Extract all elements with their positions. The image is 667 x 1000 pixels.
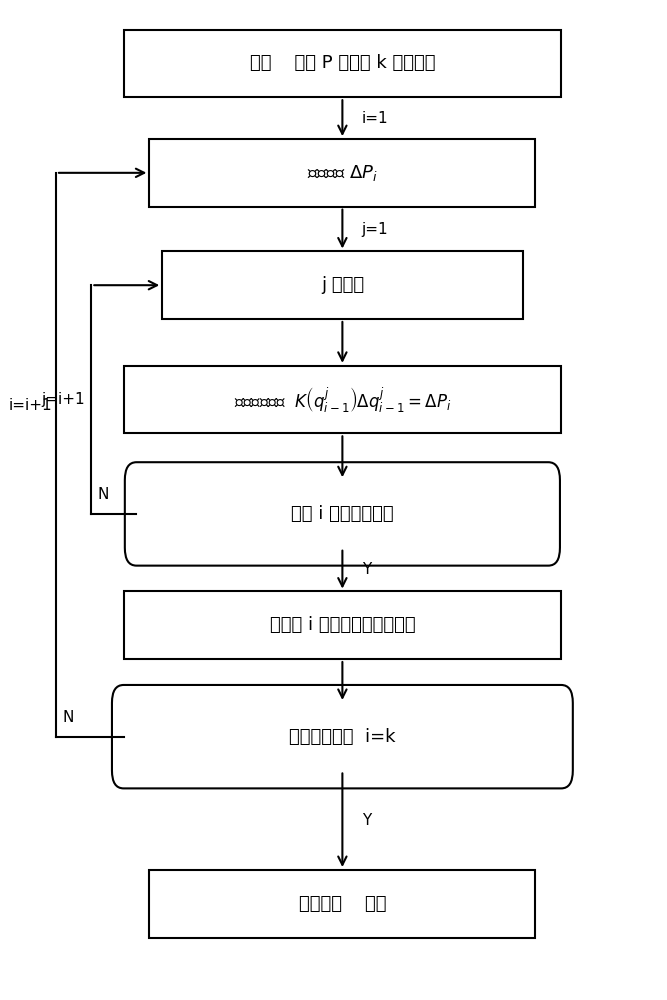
Text: i=i+1: i=i+1	[9, 398, 53, 413]
FancyBboxPatch shape	[125, 462, 560, 566]
Text: 开始    载荷 P 离散为 k 个增量步: 开始 载荷 P 离散为 k 个增量步	[249, 54, 435, 72]
Text: Y: Y	[362, 562, 371, 577]
Text: 得到第 i 步内增量解并作累加: 得到第 i 步内增量解并作累加	[269, 616, 415, 634]
FancyBboxPatch shape	[112, 685, 573, 788]
FancyBboxPatch shape	[149, 139, 536, 207]
Text: j 次迭代: j 次迭代	[321, 276, 364, 294]
Text: 输出结果    结束: 输出结果 结束	[299, 895, 386, 913]
Text: j=1: j=1	[362, 222, 388, 237]
Text: j=i+1: j=i+1	[41, 392, 85, 407]
Text: i=1: i=1	[362, 111, 388, 126]
Text: 逐步加载 $\Delta P_i$: 逐步加载 $\Delta P_i$	[307, 163, 378, 183]
FancyBboxPatch shape	[123, 366, 561, 433]
Text: Y: Y	[362, 813, 371, 828]
Text: N: N	[63, 710, 74, 725]
FancyBboxPatch shape	[123, 30, 561, 97]
FancyBboxPatch shape	[149, 870, 536, 938]
Text: 线性问题求解  $K\left(q_{i-1}^{j}\right)\Delta q_{i-1}^{j}=\Delta P_i$: 线性问题求解 $K\left(q_{i-1}^{j}\right)\Delta …	[233, 385, 451, 414]
FancyBboxPatch shape	[123, 591, 561, 659]
FancyBboxPatch shape	[162, 251, 523, 319]
Text: 在第 i 步内迭代收敛: 在第 i 步内迭代收敛	[291, 505, 394, 523]
Text: N: N	[98, 487, 109, 502]
Text: 载荷施加完毕  i=k: 载荷施加完毕 i=k	[289, 728, 396, 746]
